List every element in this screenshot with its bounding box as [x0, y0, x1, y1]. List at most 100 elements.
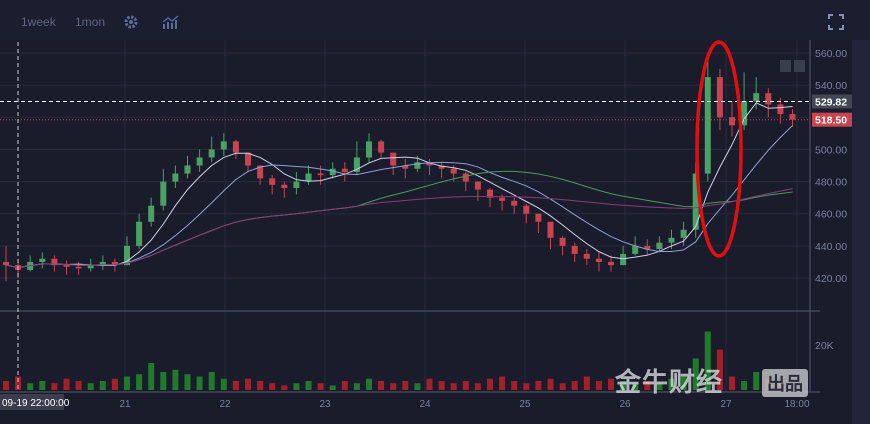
- volume-bar: [208, 372, 215, 390]
- candle-body: [716, 77, 723, 118]
- candle-body: [692, 173, 699, 230]
- moving-average-line: [5, 188, 793, 269]
- price-label: 529.82: [815, 97, 847, 109]
- volume-bar: [39, 381, 46, 390]
- volume-bar: [124, 376, 130, 390]
- candle-body: [547, 221, 554, 238]
- moving-average-line: [5, 170, 793, 269]
- price-label: 518.50: [815, 115, 847, 127]
- volume-bar: [245, 378, 251, 390]
- candle-body: [136, 221, 143, 246]
- candle-body: [220, 141, 227, 150]
- volume-bar: [15, 376, 22, 390]
- candle-body: [378, 141, 385, 153]
- volume-bar: [692, 358, 699, 390]
- volume-bar: [184, 374, 191, 390]
- volume-bar: [196, 376, 203, 390]
- volume-bar: [426, 378, 433, 390]
- candle-body: [450, 168, 457, 174]
- volume-bar: [499, 376, 506, 390]
- volume-bar: [583, 376, 590, 390]
- price-tick-label: 440.00: [815, 241, 847, 253]
- candle-body: [39, 258, 46, 262]
- volume-bar: [99, 381, 106, 390]
- gear-icon[interactable]: [123, 14, 139, 30]
- volume-bar: [716, 349, 723, 390]
- volume-bar: [305, 381, 312, 390]
- chart-indicator-icon[interactable]: [162, 15, 179, 29]
- candle-body: [196, 157, 203, 166]
- period-1mon-button[interactable]: 1mon: [75, 15, 106, 29]
- volume-bar: [293, 383, 300, 390]
- annotation-ellipse: [695, 40, 743, 258]
- candle-body: [366, 141, 372, 158]
- candle-body: [232, 141, 239, 153]
- volume-bar: [63, 378, 70, 390]
- volume-bar: [668, 378, 675, 390]
- toolbar: 1week 1mon: [0, 0, 870, 40]
- period-1week-button[interactable]: 1week: [21, 15, 56, 29]
- time-tick-label: 21: [119, 399, 131, 410]
- candle-body: [99, 261, 106, 266]
- candle-body: [656, 242, 663, 250]
- candle-body: [305, 173, 312, 182]
- volume-bar: [704, 331, 711, 390]
- volume-bar: [329, 385, 336, 390]
- candle-body: [245, 152, 251, 166]
- zoom-out-button: [780, 60, 791, 72]
- scrollbar[interactable]: [852, 40, 870, 424]
- candle-body: [257, 165, 264, 179]
- expand-icon[interactable]: [828, 14, 844, 30]
- watermark-logo: 金牛财经: [615, 367, 724, 397]
- volume-bar: [3, 381, 9, 390]
- price-tick-label: 560.00: [815, 48, 847, 60]
- candle-body: [729, 117, 735, 126]
- volume-bar: [87, 383, 94, 390]
- time-tick-label: 27: [720, 399, 732, 410]
- volume-tick-label: 20K: [815, 340, 834, 352]
- candlestick-chart[interactable]: 420.00 440.00 460.00 480.00 500.00 540.00 560.…: [0, 0, 852, 424]
- candle-body: [741, 101, 748, 126]
- crosshair-label: 09-19 22:00:00: [2, 398, 70, 409]
- time-tick-label: 23: [319, 399, 331, 410]
- candle-body: [293, 181, 300, 188]
- volume-bar: [729, 376, 735, 390]
- candle-body: [111, 261, 118, 266]
- volume-bar: [620, 381, 627, 390]
- volume-bar: [571, 381, 578, 390]
- volume-bar: [172, 369, 179, 390]
- volume-bar: [27, 383, 34, 390]
- candle-body: [608, 261, 614, 266]
- volume-bar: [111, 378, 118, 390]
- candle-body: [172, 173, 179, 182]
- candle-body: [777, 104, 784, 115]
- candle-body: [474, 181, 481, 190]
- candle-body: [353, 157, 360, 172]
- volume-bar: [462, 381, 469, 390]
- candle-body: [438, 165, 445, 169]
- volume-bar: [51, 383, 58, 390]
- candle-body: [499, 197, 506, 201]
- volume-bar: [232, 381, 239, 390]
- volume-bar: [632, 383, 639, 390]
- price-label-box: [812, 94, 852, 109]
- candle-body: [3, 261, 9, 266]
- candle-body: [644, 245, 651, 250]
- time-tick-label: 24: [419, 399, 431, 410]
- time-tick-label: 18:00: [784, 399, 809, 410]
- candle-body: [680, 229, 687, 238]
- candle-body: [75, 266, 82, 269]
- candle-body: [184, 165, 191, 174]
- candle-body: [487, 189, 493, 198]
- volume-bar: [450, 383, 457, 390]
- volume-bar: [511, 381, 518, 390]
- volume-bar: [402, 381, 409, 390]
- time-tick-label: 26: [619, 399, 631, 410]
- volume-bar: [535, 381, 542, 390]
- candle-body: [523, 205, 530, 214]
- volume-bar: [753, 372, 760, 390]
- price-tick-label: 460.00: [815, 209, 847, 221]
- volume-bar: [269, 383, 276, 390]
- volume-bar: [257, 381, 264, 390]
- candle-body: [402, 165, 409, 169]
